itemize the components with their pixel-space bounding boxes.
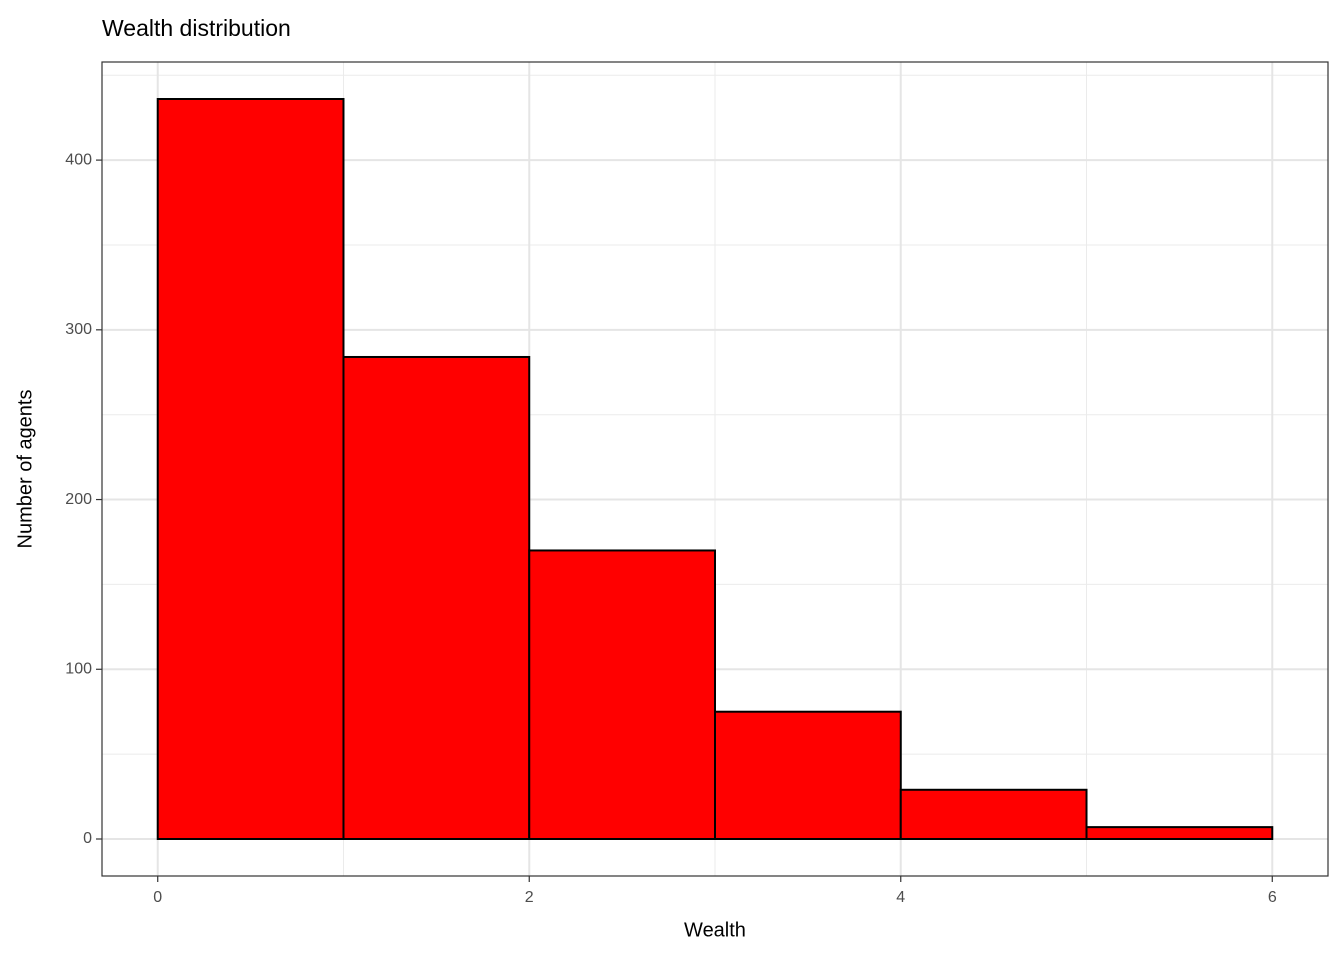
y-tick-label: 0 xyxy=(83,830,92,847)
bar xyxy=(342,355,531,840)
y-tick-label: 100 xyxy=(65,660,92,677)
x-tick-label: 0 xyxy=(153,889,162,906)
x-tick-label: 6 xyxy=(1268,889,1277,906)
bar xyxy=(899,788,1088,841)
y-tick-label: 200 xyxy=(65,491,92,508)
bar xyxy=(1085,826,1274,840)
x-tick-label: 4 xyxy=(896,889,905,906)
y-tick-label: 400 xyxy=(65,151,92,168)
bar xyxy=(156,98,345,840)
x-axis-label: Wealth xyxy=(684,919,746,941)
chart-title: Wealth distribution xyxy=(102,15,291,41)
y-axis-label: Number of agents xyxy=(14,390,36,549)
bar xyxy=(714,710,902,840)
y-tick-label: 300 xyxy=(65,321,92,338)
x-tick-label: 2 xyxy=(525,889,534,906)
plot-border xyxy=(101,61,1329,877)
bar xyxy=(528,549,716,840)
